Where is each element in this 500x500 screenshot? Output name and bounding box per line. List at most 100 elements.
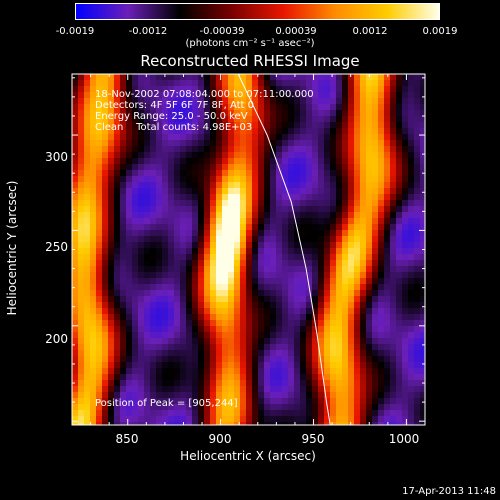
- heatmap-cell: [312, 104, 318, 110]
- heatmap-cell: [108, 134, 114, 140]
- heatmap-cell: [258, 416, 264, 422]
- heatmap-cell: [360, 284, 366, 290]
- heatmap-cell: [102, 272, 108, 278]
- heatmap-cell: [258, 368, 264, 374]
- heatmap-cell: [222, 338, 228, 344]
- heatmap-cell: [306, 356, 312, 362]
- heatmap-cell: [90, 296, 96, 302]
- heatmap-cell: [72, 194, 78, 200]
- heatmap-cell: [348, 248, 354, 254]
- heatmap-cell: [84, 278, 90, 284]
- heatmap-cell: [348, 140, 354, 146]
- heatmap-cell: [276, 104, 282, 110]
- heatmap-cell: [96, 182, 102, 188]
- heatmap-cell: [84, 302, 90, 308]
- heatmap-cell: [330, 236, 336, 242]
- heatmap-cell: [210, 308, 216, 314]
- heatmap-cell: [102, 230, 108, 236]
- heatmap-cell: [198, 344, 204, 350]
- heatmap-cell: [132, 254, 138, 260]
- heatmap-cell: [216, 224, 222, 230]
- heatmap-cell: [420, 140, 425, 146]
- heatmap-cell: [276, 254, 282, 260]
- heatmap-cell: [414, 296, 420, 302]
- heatmap-cell: [72, 302, 78, 308]
- heatmap-cell: [300, 212, 306, 218]
- heatmap-cell: [366, 332, 372, 338]
- heatmap-cell: [150, 344, 156, 350]
- x-tick-label: 850: [115, 432, 139, 446]
- heatmap-cell: [396, 404, 402, 410]
- heatmap-cell: [282, 218, 288, 224]
- heatmap-cell: [222, 134, 228, 140]
- heatmap-cell: [252, 380, 258, 386]
- heatmap-cell: [360, 404, 366, 410]
- heatmap-cell: [168, 212, 174, 218]
- heatmap-cell: [264, 194, 270, 200]
- heatmap-cell: [264, 200, 270, 206]
- heatmap-cell: [90, 416, 96, 422]
- heatmap-cell: [378, 200, 384, 206]
- heatmap-cell: [372, 116, 378, 122]
- heatmap-cell: [186, 338, 192, 344]
- heatmap-cell: [132, 404, 138, 410]
- heatmap-cell: [216, 380, 222, 386]
- heatmap-cell: [300, 314, 306, 320]
- heatmap-cell: [144, 212, 150, 218]
- heatmap-cell: [246, 374, 252, 380]
- heatmap-cell: [414, 188, 420, 194]
- heatmap-cell: [372, 128, 378, 134]
- heatmap-cell: [420, 182, 425, 188]
- heatmap-cell: [270, 164, 276, 170]
- heatmap-cell: [204, 272, 210, 278]
- heatmap-cell: [312, 110, 318, 116]
- peak-position-label: Position of Peak = [905,244]: [95, 398, 238, 409]
- heatmap-cell: [336, 206, 342, 212]
- heatmap-cell: [198, 188, 204, 194]
- heatmap-cell: [156, 140, 162, 146]
- heatmap-cell: [336, 392, 342, 398]
- heatmap-cell: [372, 104, 378, 110]
- heatmap-cell: [84, 116, 90, 122]
- heatmap-cell: [156, 266, 162, 272]
- heatmap-cell: [126, 410, 132, 416]
- heatmap-cell: [108, 236, 114, 242]
- heatmap-cell: [294, 104, 300, 110]
- heatmap-cell: [198, 368, 204, 374]
- heatmap-cell: [408, 422, 414, 425]
- heatmap-cell: [180, 392, 186, 398]
- heatmap-cell: [414, 374, 420, 380]
- heatmap-cell: [360, 146, 366, 152]
- heatmap-cell: [198, 98, 204, 104]
- heatmap-cell: [96, 224, 102, 230]
- heatmap-cell: [288, 242, 294, 248]
- heatmap-cell: [378, 422, 384, 425]
- heatmap-cell: [420, 194, 425, 200]
- heatmap-cell: [132, 134, 138, 140]
- heatmap-cell: [192, 410, 198, 416]
- heatmap-cell: [360, 104, 366, 110]
- heatmap-cell: [126, 212, 132, 218]
- heatmap-cell: [342, 146, 348, 152]
- heatmap-cell: [150, 212, 156, 218]
- heatmap-cell: [288, 158, 294, 164]
- heatmap-cell: [144, 332, 150, 338]
- heatmap-cell: [222, 410, 228, 416]
- heatmap-cell: [264, 284, 270, 290]
- heatmap-cell: [396, 350, 402, 356]
- heatmap-cell: [126, 272, 132, 278]
- heatmap-cell: [174, 386, 180, 392]
- heatmap-cell: [312, 326, 318, 332]
- heatmap-cell: [180, 314, 186, 320]
- heatmap-cell: [156, 344, 162, 350]
- heatmap-cell: [390, 146, 396, 152]
- heatmap-cell: [168, 320, 174, 326]
- heatmap-cell: [252, 284, 258, 290]
- heatmap-cell: [318, 200, 324, 206]
- heatmap-cell: [150, 260, 156, 266]
- heatmap-cell: [144, 422, 150, 425]
- heatmap-cell: [108, 272, 114, 278]
- heatmap-cell: [174, 344, 180, 350]
- heatmap-cell: [96, 332, 102, 338]
- heatmap-cell: [402, 86, 408, 92]
